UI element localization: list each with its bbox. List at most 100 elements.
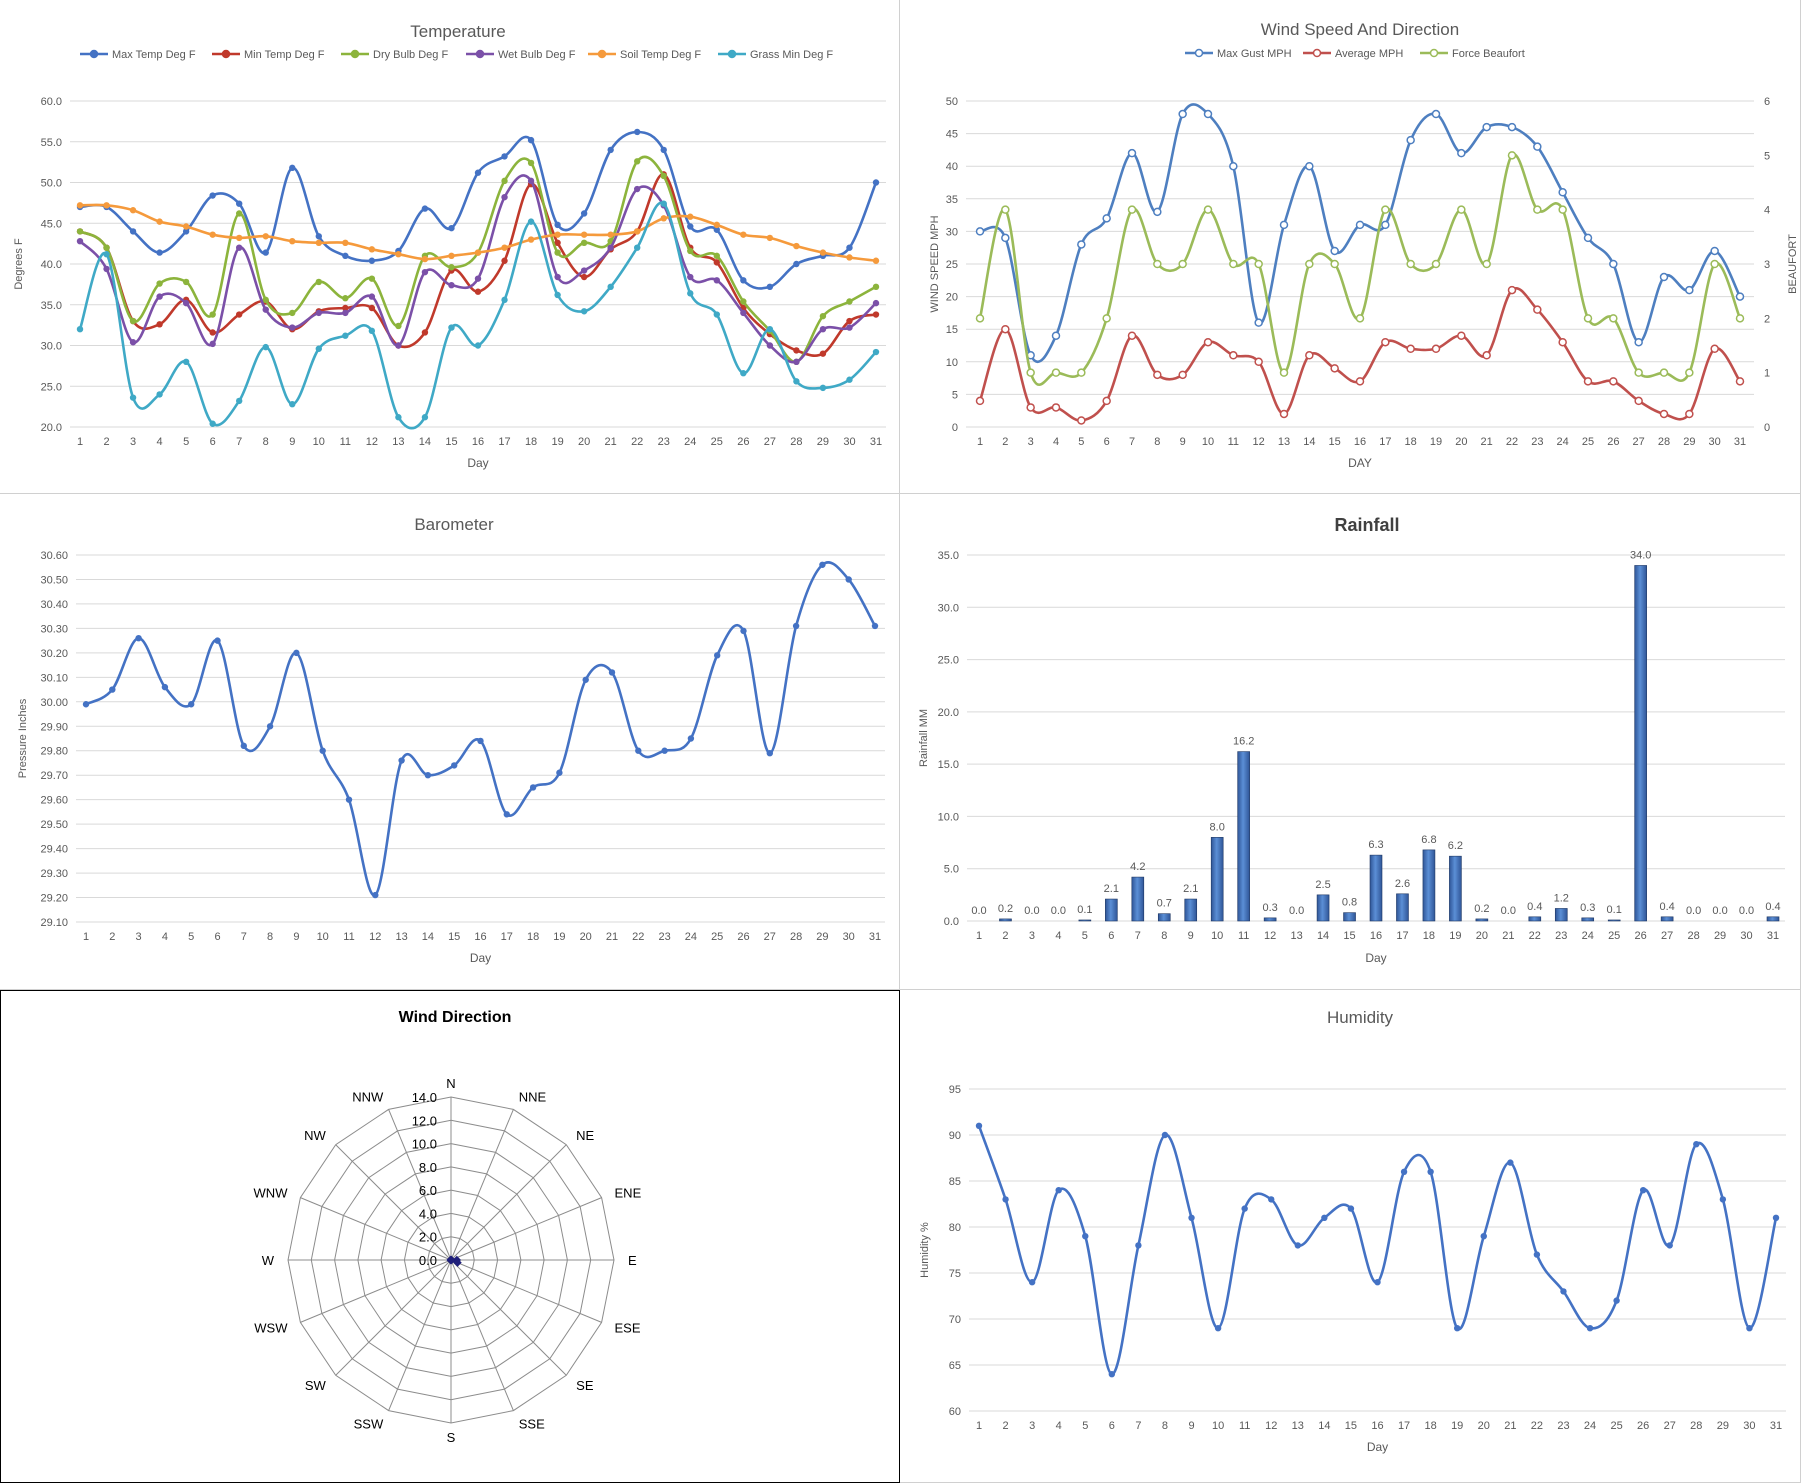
data-point xyxy=(395,414,402,421)
chart-title: Wind Direction xyxy=(399,1009,512,1026)
data-point xyxy=(214,637,221,644)
x-tick-label: 7 xyxy=(1129,436,1135,448)
data-point xyxy=(1634,368,1643,377)
data-point xyxy=(109,686,116,693)
data-point xyxy=(156,249,163,256)
data-point xyxy=(236,200,243,207)
series-line xyxy=(978,153,1742,387)
data-point xyxy=(501,177,508,185)
y-tick-label: 25.0 xyxy=(41,381,62,393)
legend-marker xyxy=(221,49,231,59)
x-tick-label: 8 xyxy=(267,931,273,943)
y-axis-label: WIND SPEED MPH xyxy=(929,215,941,312)
x-tick-label: 26 xyxy=(1637,1420,1649,1432)
y-tick-label: 25.0 xyxy=(938,655,959,667)
data-label: 0.2 xyxy=(1474,903,1489,915)
data-point xyxy=(501,257,508,264)
y-tick-label: 5.0 xyxy=(944,864,959,876)
x-tick-label: 24 xyxy=(1584,1420,1596,1432)
data-point xyxy=(156,321,163,328)
x-tick-label: 11 xyxy=(1228,436,1239,448)
legend-marker xyxy=(1194,48,1204,58)
data-point xyxy=(1161,1131,1169,1139)
y-tick-label: 45 xyxy=(946,129,958,141)
data-point xyxy=(76,202,84,209)
data-point xyxy=(103,251,110,258)
y-tick-label: 29.60 xyxy=(40,795,68,807)
data-point xyxy=(135,634,142,642)
x-tick-label: 28 xyxy=(1690,1420,1702,1432)
x-tick-label: 5 xyxy=(1078,436,1084,448)
data-label: 0.7 xyxy=(1157,898,1172,910)
data-point xyxy=(1001,233,1010,243)
data-point xyxy=(1454,1325,1461,1332)
series-line xyxy=(979,103,1742,364)
data-point xyxy=(1077,368,1086,377)
x-tick-label: 16 xyxy=(1371,1420,1383,1432)
y-tick-label: 30 xyxy=(946,226,958,238)
y-tick-label: 85 xyxy=(949,1176,961,1188)
data-point xyxy=(713,311,720,318)
data-point xyxy=(345,796,353,803)
y-tick-label: 29.20 xyxy=(40,893,68,905)
data-label: 2.6 xyxy=(1395,878,1410,890)
data-point xyxy=(1127,148,1137,158)
data-point xyxy=(846,298,853,305)
data-point xyxy=(448,264,455,271)
x-tick-label: 27 xyxy=(1633,436,1645,448)
data-point xyxy=(1431,109,1441,119)
data-point xyxy=(342,252,349,260)
direction-label: NE xyxy=(576,1128,594,1143)
x-tick-label: 20 xyxy=(578,436,590,448)
x-tick-label: 18 xyxy=(1425,1420,1437,1432)
data-point xyxy=(474,169,482,176)
x-tick-label: 31 xyxy=(1767,930,1779,942)
y-tick-label: 20.0 xyxy=(41,422,62,434)
x-tick-label: 8 xyxy=(1161,930,1167,942)
x-tick-label: 22 xyxy=(1506,436,1518,448)
data-point xyxy=(372,891,379,899)
data-point xyxy=(129,394,137,401)
x-tick-label: 8 xyxy=(263,436,269,448)
direction-label: SE xyxy=(576,1378,594,1393)
data-point xyxy=(289,164,296,172)
direction-label: N xyxy=(446,1076,455,1091)
data-point xyxy=(236,210,243,217)
data-point xyxy=(1178,109,1187,119)
data-point xyxy=(740,298,747,305)
data-point xyxy=(209,420,216,427)
data-point xyxy=(1214,1325,1222,1332)
series-line xyxy=(977,1125,1778,1376)
data-label: 6.3 xyxy=(1368,839,1383,851)
wind-direction-panel: Wind Direction N NNE NE ENE E ESE SE SSE S SSW SW WS… xyxy=(0,990,900,1483)
data-point xyxy=(635,747,642,754)
direction-label: NNE xyxy=(519,1089,547,1104)
x-tick-label: 23 xyxy=(658,931,670,943)
y-tick-label: 29.50 xyxy=(40,819,68,831)
y-tick-label: 29.90 xyxy=(40,721,68,733)
y-tick-label: 30.40 xyxy=(40,599,68,611)
data-point xyxy=(1666,1242,1673,1249)
x-tick-label: 5 xyxy=(183,436,189,448)
y-tick-label: 5 xyxy=(952,389,958,401)
data-point xyxy=(872,311,880,318)
data-point xyxy=(872,348,880,356)
x-tick-label: 2 xyxy=(109,931,115,943)
data-point xyxy=(368,327,376,335)
data-point xyxy=(1639,1187,1647,1194)
legend-marker xyxy=(350,49,360,59)
y-tick-label: 35.0 xyxy=(41,300,62,312)
data-point xyxy=(342,295,349,302)
data-point xyxy=(1659,368,1669,377)
temperature-panel: Temperature 20.0 25.0 30.0 35.0 40.0 45.0 50.0 5… xyxy=(0,0,900,494)
x-tick-label: 6 xyxy=(1104,436,1110,448)
data-point xyxy=(1431,344,1441,354)
legend-marker xyxy=(1312,48,1322,58)
data-point xyxy=(819,312,827,320)
data-point xyxy=(554,221,561,229)
rainfall-bar xyxy=(1422,849,1436,922)
data-point xyxy=(793,242,800,250)
x-tick-label: 26 xyxy=(737,436,749,448)
data-point xyxy=(1321,1214,1328,1221)
